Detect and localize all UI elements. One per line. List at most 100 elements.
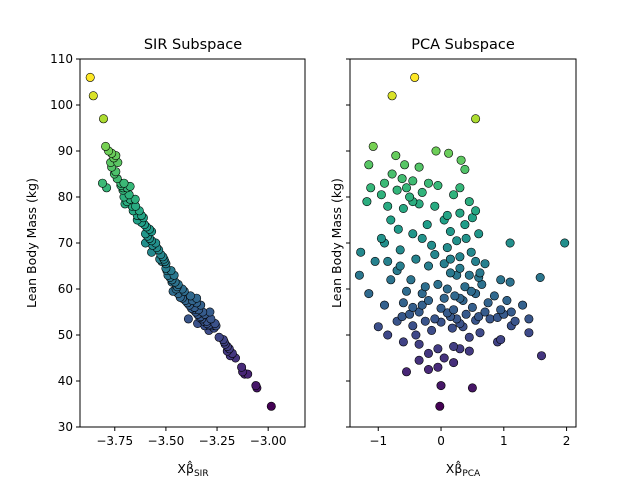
pca-point-124 [455,208,465,218]
sir-point-6 [237,362,247,372]
pca-point-154 [431,146,441,156]
sir-y-tick-label-0: 30 [58,420,73,434]
pca-point-111 [376,233,386,243]
pca-point-61 [423,295,433,305]
pca-point-53 [436,303,446,313]
pca-point-63 [502,295,512,305]
pca-point-85 [354,270,364,280]
pca-point-50 [480,307,490,317]
pca-point-139 [401,183,411,193]
pca-point-73 [442,284,452,294]
pca-point-113 [461,233,471,243]
pca-x-label-sub: PCA [462,469,481,479]
pca-point-127 [383,201,393,211]
pca-point-138 [366,183,376,193]
pca-points [354,72,570,411]
pca-point-88 [475,268,485,278]
pca-point-71 [401,286,411,296]
sir-x-axis-label: Xβ̂SIR [177,460,208,479]
pca-point-44 [461,309,471,319]
pca-point-76 [433,279,443,289]
pca-point-72 [466,286,476,296]
sir-x-tick-label-3: −3.00 [250,434,287,448]
pca-point-49 [506,307,516,317]
pca-point-28 [408,321,418,331]
pca-point-150 [400,160,410,170]
sir-y-tick-label-5: 80 [58,190,73,204]
pca-x-tick-label-0: −1 [369,434,387,448]
pca-point-58 [417,300,427,310]
pca-point-84 [464,270,474,280]
pca-point-7 [414,355,424,365]
pca-point-102 [356,247,366,257]
pca-point-126 [398,204,408,214]
pca-point-97 [370,256,380,266]
sir-x-label-sub: SIR [194,469,209,479]
pca-point-16 [398,337,408,347]
pca-point-112 [417,233,427,243]
pca-point-25 [447,323,457,333]
pca-point-93 [480,259,490,269]
pca-point-106 [427,240,437,250]
pca-point-36 [430,314,440,324]
pca-point-136 [417,187,427,197]
pca-point-18 [496,335,506,345]
sir-point-101 [130,194,140,204]
sir-y-tick-label-7: 100 [50,98,73,112]
pca-point-145 [397,174,407,184]
sir-point-124 [99,114,109,124]
pca-point-32 [510,316,520,326]
pca-point-51 [449,305,459,315]
pca-point-91 [423,261,433,271]
pca-point-96 [471,256,481,266]
sir-x-tick-label-0: −3.75 [96,434,133,448]
pca-point-118 [422,220,432,230]
pca-point-115 [474,229,484,239]
pca-point-144 [408,176,418,186]
pca-x-tick-label-3: 2 [563,434,571,448]
pca-point-140 [455,183,465,193]
pca-point-64 [439,293,449,303]
pca-point-135 [449,190,459,200]
pca-point-157 [387,91,397,101]
pca-point-153 [444,148,454,158]
pca-point-92 [395,261,405,271]
pca-subplot-title: PCA Subspace [411,37,515,53]
pca-point-158 [410,72,420,82]
pca-point-39 [524,314,534,324]
sir-x-label-main: Xβ̂ [177,460,194,476]
sir-x-tick-label-1: −3.50 [148,434,185,448]
pca-point-74 [460,282,470,292]
pca-point-75 [420,282,430,292]
pca-point-130 [464,197,474,207]
sir-point-123 [101,141,111,151]
pca-point-128 [430,201,440,211]
pca-point-98 [411,254,421,264]
pca-point-90 [455,263,465,273]
pca-point-147 [460,164,470,174]
pca-point-104 [395,245,405,255]
pca-point-121 [386,215,396,225]
sir-y-tick-label-2: 50 [58,328,73,342]
pca-point-137 [392,185,402,195]
sir-point-16 [214,332,224,342]
pca-point-100 [455,252,465,262]
pca-point-87 [445,268,455,278]
pca-point-80 [496,275,506,285]
pca-point-116 [445,227,455,237]
sir-point-112 [98,178,108,188]
sir-point-0 [266,401,276,411]
pca-point-20 [383,330,393,340]
pca-point-24 [427,325,437,335]
pca-point-52 [496,305,506,315]
pca-point-68 [364,289,374,299]
pca-point-23 [524,328,534,338]
sir-y-tick-label-1: 40 [58,374,73,388]
pca-point-42 [397,312,407,322]
pca-point-110 [452,236,462,246]
pca-point-12 [433,344,443,354]
pca-point-34 [420,316,430,326]
pca-point-81 [386,275,396,285]
